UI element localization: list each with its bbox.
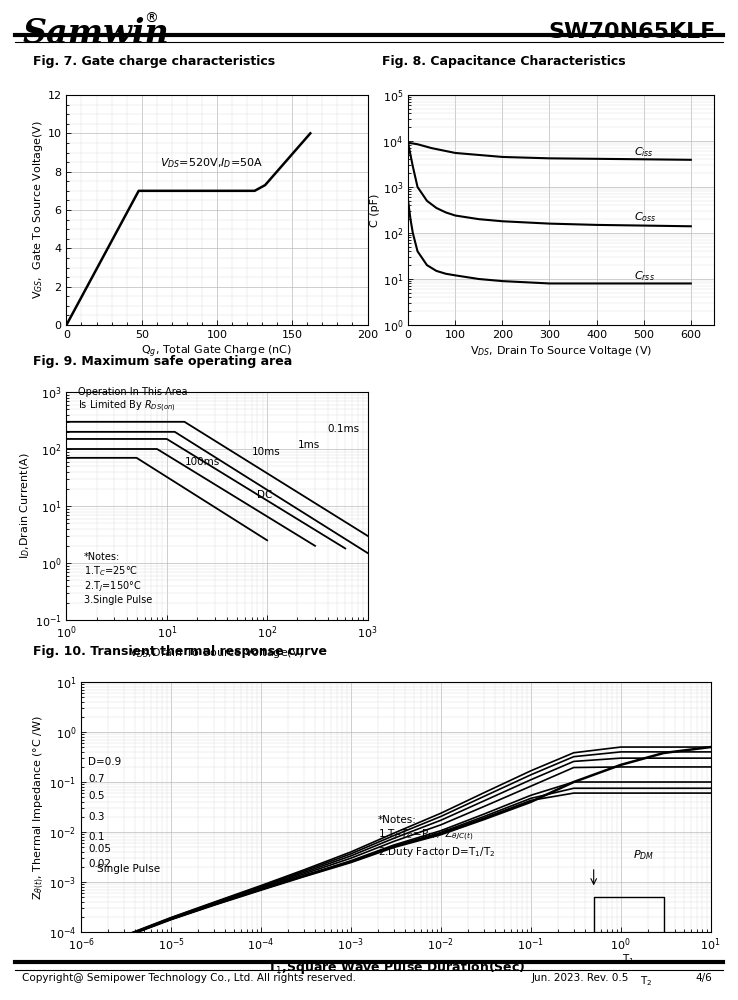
Y-axis label: V$_{GS}$,  Gate To Source Voltage(V): V$_{GS}$, Gate To Source Voltage(V)	[31, 121, 45, 299]
Y-axis label: C (pF): C (pF)	[370, 193, 379, 227]
Text: 0.02: 0.02	[89, 859, 111, 869]
Y-axis label: Z$_{\theta(t)}$, Thermal Impedance (°C /W): Z$_{\theta(t)}$, Thermal Impedance (°C /…	[32, 714, 46, 900]
Text: Fig. 7. Gate charge characteristics: Fig. 7. Gate charge characteristics	[33, 55, 275, 68]
Text: 0.7: 0.7	[89, 774, 105, 784]
Text: $P_{DM}$: $P_{DM}$	[633, 848, 655, 862]
Text: T$_2$: T$_2$	[641, 974, 652, 988]
Text: Single Pulse: Single Pulse	[97, 864, 160, 874]
Text: Fig. 9. Maximum safe operating area: Fig. 9. Maximum safe operating area	[33, 355, 292, 368]
Text: Jun. 2023. Rev. 0.5: Jun. 2023. Rev. 0.5	[531, 973, 629, 983]
Text: 0.5: 0.5	[89, 791, 105, 801]
X-axis label: V$_{DS}$,Drain To Source Voltage(V): V$_{DS}$,Drain To Source Voltage(V)	[129, 646, 305, 660]
Text: T$_1$: T$_1$	[622, 952, 635, 966]
Text: SW70N65KLF: SW70N65KLF	[548, 22, 716, 42]
Text: Operation In This Area
Is Limited By $R_{DS(on)}$: Operation In This Area Is Limited By $R_…	[77, 387, 187, 414]
Text: $V_{DS}$=520V,$I_D$=50A: $V_{DS}$=520V,$I_D$=50A	[159, 156, 263, 170]
Text: ®: ®	[144, 12, 158, 26]
Text: *Notes:
1.T$_J$-T$_C$=P$_{DM}$*Z$_{\theta JC(t)}$
2.Duty Factor D=T$_1$/T$_2$: *Notes: 1.T$_J$-T$_C$=P$_{DM}$*Z$_{\thet…	[378, 815, 496, 859]
Text: 1ms: 1ms	[297, 440, 320, 450]
Text: D=0.9: D=0.9	[89, 757, 122, 767]
Text: 0.05: 0.05	[89, 844, 111, 854]
Text: Copyright@ Semipower Technology Co., Ltd. All rights reserved.: Copyright@ Semipower Technology Co., Ltd…	[22, 973, 356, 983]
Text: Samwin: Samwin	[22, 17, 169, 50]
Text: 4/6: 4/6	[695, 973, 712, 983]
Text: DC: DC	[258, 490, 273, 500]
X-axis label: V$_{DS}$, Drain To Source Voltage (V): V$_{DS}$, Drain To Source Voltage (V)	[470, 344, 652, 358]
Text: 100ms: 100ms	[184, 457, 220, 467]
Text: 0.1: 0.1	[89, 832, 105, 842]
Text: $C_{oss}$: $C_{oss}$	[634, 210, 657, 224]
Text: Fig. 8. Capacitance Characteristics: Fig. 8. Capacitance Characteristics	[382, 55, 626, 68]
X-axis label: T$_1$,Square Wave Pulse Duration(Sec): T$_1$,Square Wave Pulse Duration(Sec)	[266, 959, 525, 976]
Text: 10ms: 10ms	[252, 447, 280, 457]
Text: $C_{iss}$: $C_{iss}$	[634, 145, 654, 159]
Y-axis label: I$_D$,Drain Current(A): I$_D$,Drain Current(A)	[18, 453, 32, 559]
Text: Fig. 10. Transient thermal response curve: Fig. 10. Transient thermal response curv…	[33, 645, 327, 658]
Text: $C_{rss}$: $C_{rss}$	[634, 269, 655, 283]
Text: 0.1ms: 0.1ms	[328, 424, 359, 434]
X-axis label: Q$_g$, Total Gate Charge (nC): Q$_g$, Total Gate Charge (nC)	[142, 344, 292, 360]
Text: 0.3: 0.3	[89, 812, 105, 822]
Text: *Notes:
1.T$_C$=25°C
2.T$_J$=150°C
3.Single Pulse: *Notes: 1.T$_C$=25°C 2.T$_J$=150°C 3.Sin…	[84, 552, 152, 605]
